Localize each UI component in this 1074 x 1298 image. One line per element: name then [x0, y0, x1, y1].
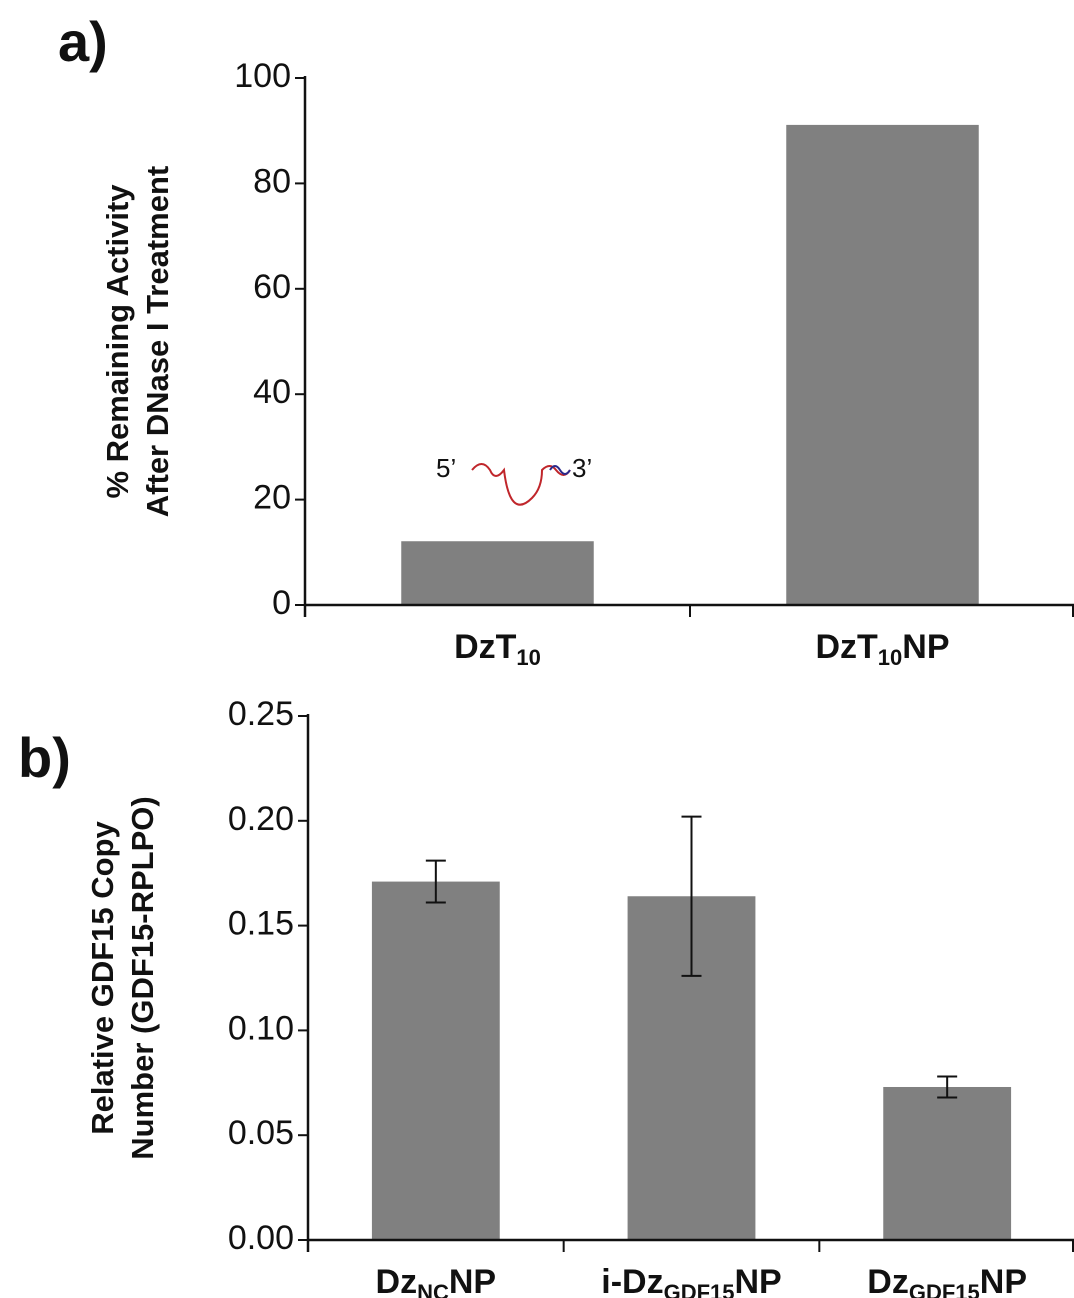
x-tick-label-part: Dz — [867, 1263, 909, 1298]
y-tick-label: 80 — [253, 162, 291, 200]
panel-label: a) — [58, 10, 108, 73]
x-tick-label-part: i-Dz — [601, 1263, 663, 1298]
x-tick-label: DzT10NP — [815, 628, 949, 670]
y-tick-label: 40 — [253, 373, 291, 411]
y-tick-label: 20 — [253, 479, 291, 517]
error-bar — [937, 1075, 958, 1099]
x-tick-label-part: GDF15 — [909, 1280, 980, 1298]
y-axis-label: After DNase I Treatment — [140, 166, 175, 517]
y-axis-label: Number (GDF15-RPLPO) — [125, 796, 160, 1159]
y-axis-label: % Remaining Activity — [100, 184, 135, 499]
y-tick-label: 0.25 — [228, 695, 294, 733]
x-tick-label-part: DzT — [454, 628, 517, 666]
x-tick-label-part: Dz — [376, 1263, 418, 1298]
x-tick-label-part: DzT — [815, 628, 878, 666]
panel-label: b) — [18, 726, 71, 789]
x-tick-label-part: 10 — [516, 645, 540, 670]
y-tick-label: 60 — [253, 268, 291, 306]
x-tick-label-part: NP — [980, 1263, 1027, 1298]
y-tick-label: 0.00 — [228, 1219, 294, 1257]
y-axis-label: Relative GDF15 Copy — [85, 820, 120, 1134]
y-tick-label: 0.20 — [228, 800, 294, 838]
bar — [401, 541, 594, 605]
x-tick-label-part: NP — [735, 1263, 782, 1298]
y-tick-label: 0 — [272, 584, 291, 622]
annotation: 3’ — [572, 453, 592, 483]
y-tick-label: 0.10 — [228, 1009, 294, 1047]
x-tick-label-part: NP — [902, 628, 949, 666]
x-tick-label: DzGDF15NP — [867, 1263, 1027, 1298]
x-tick-label-part: NP — [449, 1263, 496, 1298]
y-tick-label: 100 — [234, 57, 291, 95]
x-tick-label-part: 10 — [878, 645, 902, 670]
x-tick-label: i-DzGDF15NP — [601, 1263, 781, 1298]
y-tick-label: 0.15 — [228, 905, 294, 943]
x-tick-label-part: NC — [417, 1280, 449, 1298]
error-bar — [425, 859, 446, 904]
x-tick-label: DzNCNP — [376, 1263, 497, 1298]
bar — [371, 881, 500, 1240]
bar — [883, 1086, 1012, 1240]
error-bar — [681, 815, 702, 977]
x-tick-label-part: GDF15 — [664, 1280, 735, 1298]
bar — [786, 124, 979, 605]
y-tick-label: 0.05 — [228, 1114, 294, 1152]
x-tick-label: DzT10 — [454, 628, 541, 670]
annotation: 5’ — [436, 453, 456, 483]
oligo-icon — [471, 463, 571, 506]
